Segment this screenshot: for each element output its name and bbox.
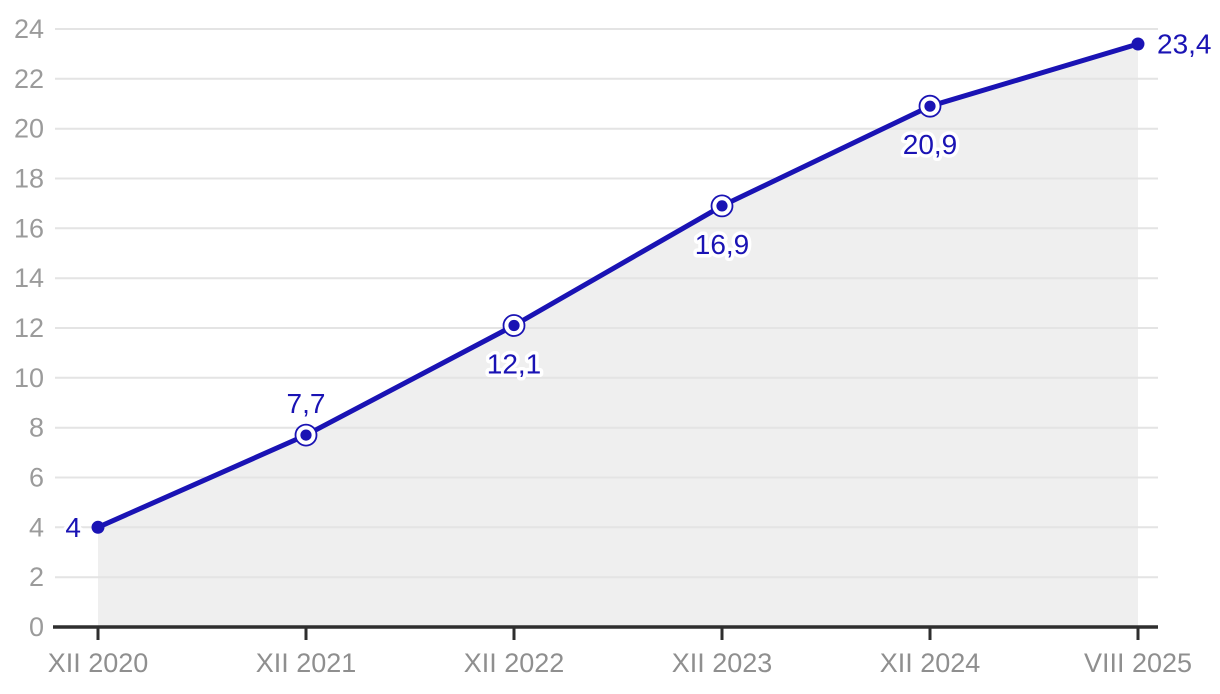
data-point-label: 20,9 bbox=[903, 129, 958, 160]
area-fill bbox=[98, 44, 1138, 627]
data-point-label: 7,7 bbox=[287, 388, 326, 419]
x-axis-tick-label: XII 2023 bbox=[672, 648, 773, 678]
data-point-marker[interactable] bbox=[1131, 37, 1145, 51]
y-axis-tick-label: 16 bbox=[14, 213, 44, 243]
y-axis-tick-label: 10 bbox=[14, 363, 44, 393]
y-axis-tick-label: 20 bbox=[14, 114, 44, 144]
data-point-marker[interactable] bbox=[91, 520, 105, 534]
x-axis-tick-label: VIII 2025 bbox=[1084, 648, 1192, 678]
series-line bbox=[95, 41, 1141, 530]
x-axis-tick-label: XII 2022 bbox=[464, 648, 565, 678]
y-axis-tick-label: 12 bbox=[14, 313, 44, 343]
y-axis-tick-label: 2 bbox=[29, 562, 44, 592]
y-axis-tick-label: 14 bbox=[14, 263, 44, 293]
data-point-marker[interactable] bbox=[918, 94, 942, 118]
data-point-label: 12,1 bbox=[487, 349, 542, 380]
data-point-label: 23,4 bbox=[1157, 29, 1212, 60]
data-point-label: 16,9 bbox=[695, 229, 750, 260]
y-axis-tick-label: 4 bbox=[29, 512, 44, 542]
data-point-marker[interactable] bbox=[502, 314, 526, 337]
x-axis-tick-label: XII 2021 bbox=[256, 648, 357, 678]
y-axis-tick-label: 24 bbox=[14, 14, 44, 44]
data-point-marker[interactable] bbox=[710, 194, 734, 218]
data-point-marker[interactable] bbox=[294, 423, 318, 447]
y-axis-tick-label: 22 bbox=[14, 64, 44, 94]
data-point-label: 4 bbox=[65, 512, 81, 543]
x-axis-tick-label: XII 2020 bbox=[48, 648, 149, 678]
y-axis-tick-label: 0 bbox=[29, 612, 44, 642]
y-axis-tick-label: 18 bbox=[14, 164, 44, 194]
y-axis-tick-label: 8 bbox=[29, 413, 44, 443]
x-axis-tick-label: XII 2024 bbox=[880, 648, 981, 678]
y-axis-tick-label: 6 bbox=[29, 463, 44, 493]
